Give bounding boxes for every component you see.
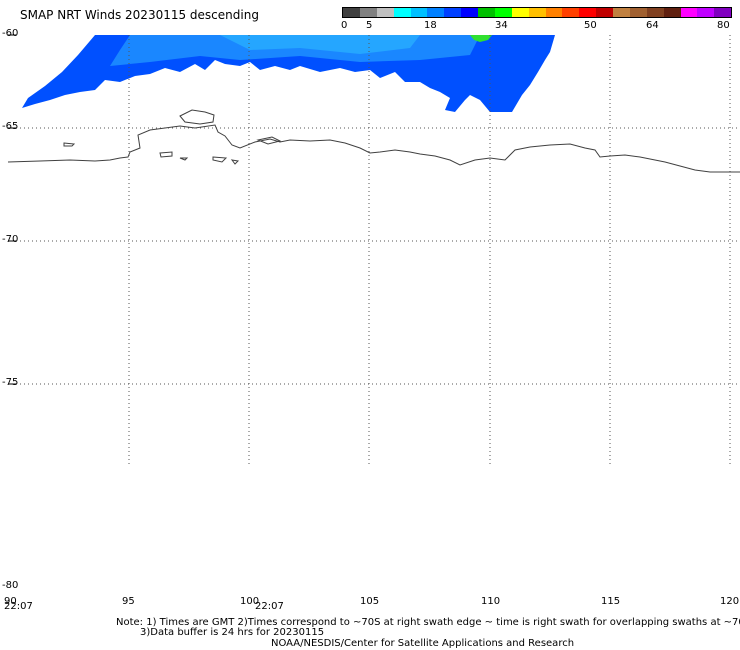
colorbar-tick-34: 34	[495, 20, 508, 31]
colorbar-tick-18: 18	[424, 20, 437, 31]
lat-label-75: -75	[2, 377, 19, 388]
map-title: SMAP NRT Winds 20230115 descending	[20, 8, 259, 22]
colorbar-swatch	[596, 8, 613, 17]
lat-label-60: -60	[2, 28, 19, 39]
time-label-left: 22:07	[4, 601, 33, 612]
colorbar-tick-64: 64	[646, 20, 659, 31]
colorbar-swatch	[629, 8, 647, 17]
colorbar-swatch	[359, 8, 377, 17]
colorbar-swatch	[511, 8, 529, 17]
colorbar-swatch	[663, 8, 681, 17]
lon-label-110: 110	[481, 596, 501, 607]
color-bar	[342, 7, 732, 18]
colorbar-swatch	[646, 8, 664, 17]
colorbar-swatch	[393, 8, 411, 17]
colorbar-tick-80: 80	[717, 20, 730, 31]
colorbar-swatch	[680, 8, 698, 17]
colorbar-swatch	[562, 8, 580, 17]
wind-green-patch	[470, 35, 492, 42]
lon-label-95: 95	[122, 596, 135, 607]
colorbar-swatch	[528, 8, 546, 17]
note-line-2: 3)Data buffer is 24 hrs for 20230115	[140, 627, 325, 638]
colorbar-swatch	[613, 8, 630, 17]
colorbar-swatch	[427, 8, 445, 17]
colorbar-swatch	[461, 8, 478, 17]
wind-swath-lighter	[220, 35, 420, 54]
lon-label-115: 115	[601, 596, 621, 607]
lat-label-65: -65	[2, 121, 19, 132]
colorbar-swatch	[494, 8, 512, 17]
colorbar-tick-5: 5	[366, 20, 373, 31]
colorbar-swatch	[410, 8, 428, 17]
colorbar-swatch	[478, 8, 495, 17]
lat-label-70: -70	[2, 234, 19, 245]
colorbar-swatch	[343, 8, 360, 17]
lon-label-105: 105	[360, 596, 380, 607]
note-line-3: NOAA/NESDIS/Center for Satellite Applica…	[271, 638, 575, 649]
colorbar-swatch	[545, 8, 563, 17]
colorbar-swatch	[376, 8, 394, 17]
colorbar-tick-0: 0	[341, 20, 348, 31]
lon-label-90: 90	[4, 596, 17, 607]
tick-marks	[8, 34, 16, 385]
colorbar-tick-50: 50	[584, 20, 597, 31]
lon-label-100: 100	[240, 596, 260, 607]
colorbar-swatch	[444, 8, 462, 17]
lat-label-80: -80	[2, 580, 19, 591]
note-line-1: Note: 1) Times are GMT 2)Times correspon…	[116, 617, 740, 628]
colorbar-swatch	[714, 8, 732, 17]
lon-label-120: 120	[720, 596, 740, 607]
colorbar-swatch	[579, 8, 597, 17]
grid-lines	[8, 35, 740, 464]
colorbar-swatch	[697, 8, 715, 17]
time-label-middle: 22:07	[255, 601, 284, 612]
coastline	[7, 109, 740, 173]
